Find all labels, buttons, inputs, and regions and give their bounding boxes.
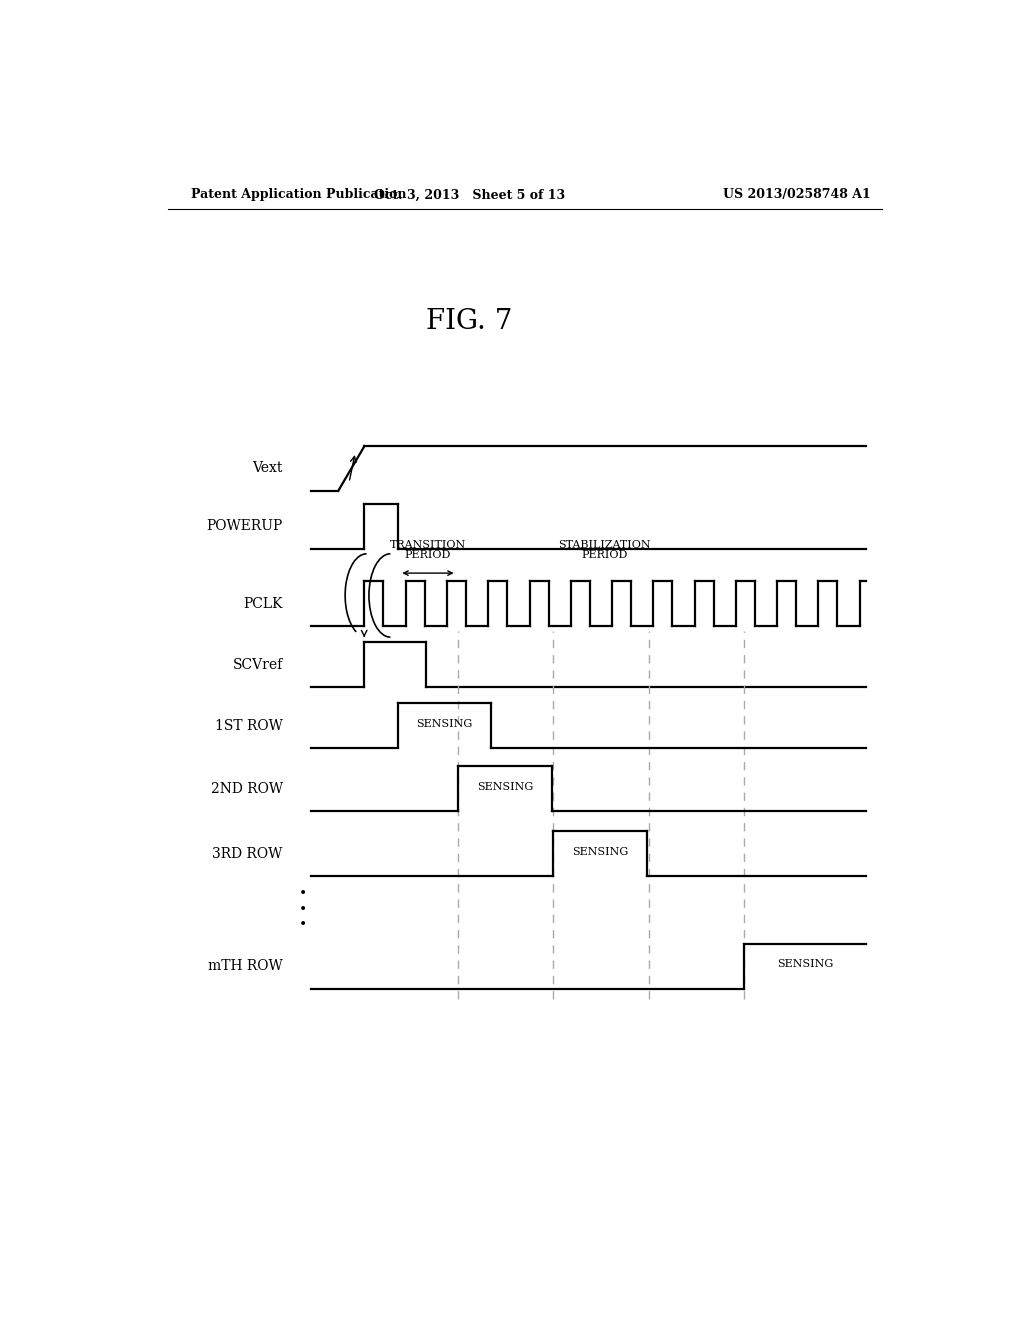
Text: POWERUP: POWERUP bbox=[207, 519, 283, 533]
Text: 3RD ROW: 3RD ROW bbox=[212, 846, 283, 861]
Text: SCVref: SCVref bbox=[232, 657, 283, 672]
Text: mTH ROW: mTH ROW bbox=[208, 960, 283, 973]
Text: SENSING: SENSING bbox=[777, 960, 834, 969]
Text: PCLK: PCLK bbox=[244, 597, 283, 611]
Text: •: • bbox=[298, 887, 307, 902]
Text: US 2013/0258748 A1: US 2013/0258748 A1 bbox=[723, 189, 871, 202]
Text: PERIOD: PERIOD bbox=[404, 550, 452, 560]
Text: SENSING: SENSING bbox=[477, 781, 534, 792]
Text: TRANSITION: TRANSITION bbox=[390, 540, 466, 549]
Text: Oct. 3, 2013   Sheet 5 of 13: Oct. 3, 2013 Sheet 5 of 13 bbox=[374, 189, 565, 202]
Text: SENSING: SENSING bbox=[417, 718, 473, 729]
Text: •: • bbox=[298, 917, 307, 932]
Text: •: • bbox=[298, 903, 307, 916]
Text: FIG. 7: FIG. 7 bbox=[426, 308, 512, 334]
Text: 1ST ROW: 1ST ROW bbox=[215, 718, 283, 733]
Text: Vext: Vext bbox=[252, 462, 283, 475]
Text: 2ND ROW: 2ND ROW bbox=[211, 781, 283, 796]
Text: PERIOD: PERIOD bbox=[581, 550, 628, 560]
Text: STABILIZATION: STABILIZATION bbox=[558, 540, 650, 549]
Text: SENSING: SENSING bbox=[572, 846, 629, 857]
Text: Patent Application Publication: Patent Application Publication bbox=[191, 189, 407, 202]
